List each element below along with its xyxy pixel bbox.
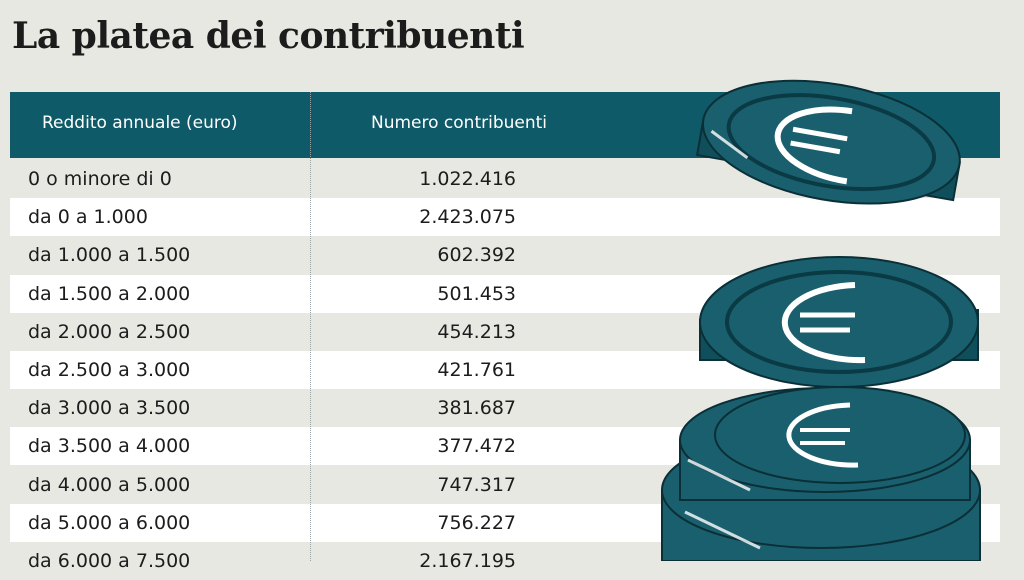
- income-range-cell: da 4.000 a 5.000: [28, 473, 191, 496]
- income-range-cell: 0 o minore di 0: [28, 168, 172, 190]
- taxpayer-count-cell: 421.761: [437, 359, 516, 381]
- income-range-cell: da 5.000 a 6.000: [28, 511, 191, 534]
- column-header-taxpayers: Numero contribuenti: [371, 113, 548, 133]
- taxpayer-count-cell: 377.472: [437, 435, 516, 458]
- table-row: da 3.000 a 3.500 381.687: [10, 389, 1000, 427]
- column-divider: [310, 92, 311, 561]
- page-title: La platea dei contribuenti: [12, 15, 525, 57]
- income-range-cell: da 3.000 a 3.500: [28, 397, 191, 420]
- income-range-cell: da 6.000 a 7.500: [28, 550, 191, 572]
- income-range-cell: da 2.000 a 2.500: [28, 320, 191, 343]
- income-range-cell: da 2.500 a 3.000: [28, 359, 191, 381]
- taxpayer-count-cell: 756.227: [437, 511, 516, 534]
- taxpayer-count-cell: 747.317: [437, 473, 516, 496]
- taxpayer-count-cell: 602.392: [437, 244, 516, 267]
- income-range-cell: da 0 a 1.000: [28, 206, 148, 229]
- taxpayer-count-cell: 454.213: [437, 320, 516, 343]
- taxpayer-count-cell: 501.453: [437, 282, 516, 305]
- income-range-cell: da 1.500 a 2.000: [28, 282, 191, 305]
- income-range-cell: da 1.000 a 1.500: [28, 244, 191, 267]
- table-row: da 1.000 a 1.500 602.392: [10, 236, 1000, 274]
- table-row: da 2.000 a 2.500 454.213: [10, 313, 1000, 351]
- table-row: da 4.000 a 5.000 747.317: [10, 466, 1000, 504]
- income-range-cell: da 3.500 a 4.000: [28, 435, 191, 458]
- taxpayer-count-cell: 381.687: [437, 397, 516, 420]
- taxpayer-count-cell: 2.167.195: [419, 550, 516, 572]
- taxpayer-count-cell: 2.423.075: [419, 206, 516, 229]
- taxpayer-count-cell: 1.022.416: [419, 168, 516, 190]
- euro-coin-stack-icon: [661, 79, 981, 561]
- column-header-income: Reddito annuale (euro): [42, 113, 238, 133]
- table-row: 0 o minore di 0 1.022.416: [10, 160, 1000, 198]
- table-row: da 0 a 1.000 2.423.075: [10, 198, 1000, 237]
